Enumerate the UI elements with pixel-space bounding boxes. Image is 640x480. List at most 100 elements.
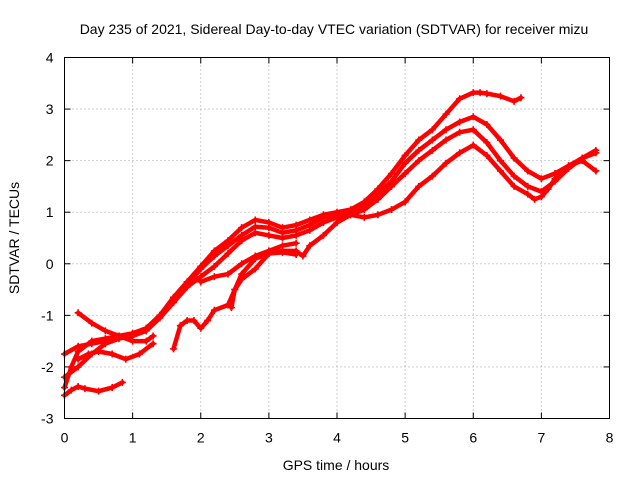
x-tick-label: 7 <box>537 430 545 446</box>
data-point-marker <box>197 324 205 332</box>
data-point-marker <box>84 350 92 358</box>
data-point-marker <box>238 237 246 245</box>
data-point-marker <box>74 309 82 317</box>
data-point-marker <box>292 251 300 259</box>
data-point-marker <box>524 182 532 190</box>
series-line <box>62 114 599 357</box>
data-point-marker <box>401 170 409 178</box>
data-point-marker <box>210 273 218 281</box>
data-point-marker <box>483 90 491 98</box>
x-axis-label: GPS time / hours <box>283 457 390 473</box>
data-point-marker <box>469 126 477 134</box>
series-day-4 <box>61 126 600 381</box>
x-tick-label: 0 <box>61 430 69 446</box>
data-point-marker <box>592 146 600 154</box>
y-tick-label: -1 <box>41 307 54 323</box>
chart-title: Day 235 of 2021, Sidereal Day-to-day VTE… <box>80 21 589 37</box>
data-point-marker <box>265 224 273 232</box>
series-line <box>75 310 156 344</box>
data-point-marker <box>251 252 259 260</box>
data-point-marker <box>517 94 525 102</box>
data-point-marker <box>156 314 164 322</box>
data-point-marker <box>224 242 232 250</box>
data-point-marker <box>374 211 382 219</box>
data-point-marker <box>292 239 300 247</box>
data-point-marker <box>333 219 341 227</box>
data-point-marker <box>456 128 464 136</box>
data-point-marker <box>388 182 395 190</box>
data-point-marker <box>149 332 157 340</box>
data-point-marker <box>374 195 382 203</box>
data-point-marker <box>108 384 116 392</box>
data-point-marker <box>565 162 573 170</box>
y-tick-label: 2 <box>46 153 54 169</box>
data-point-marker <box>401 151 409 159</box>
data-point-marker <box>142 327 150 335</box>
x-tick-label: 4 <box>333 430 341 446</box>
data-point-marker <box>135 350 143 358</box>
series-day-9 <box>197 239 300 286</box>
series-day-7 <box>170 141 600 353</box>
data-point-marker <box>183 317 191 325</box>
x-tick-label: 3 <box>265 430 273 446</box>
data-point-marker <box>101 340 109 348</box>
data-point-marker <box>95 387 103 395</box>
data-point-marker <box>197 278 205 286</box>
y-tick-label: -3 <box>41 411 54 427</box>
data-point-marker <box>428 136 436 144</box>
data-point-marker <box>469 141 477 149</box>
data-point-marker <box>74 363 82 371</box>
series-day-3 <box>61 113 600 358</box>
data-point-marker <box>401 159 409 167</box>
series-day-1 <box>61 378 126 399</box>
data-point-marker <box>176 322 184 330</box>
data-point-marker <box>122 355 130 363</box>
axis-ticks: 0 1 2 3 4 5 6 7 8 -3 -2 -1 0 1 2 3 4 <box>41 50 614 446</box>
series-day-6 <box>74 340 157 363</box>
data-point-marker <box>497 167 504 175</box>
data-point-marker <box>544 185 552 193</box>
data-point-marker <box>537 193 545 201</box>
data-point-marker <box>592 167 600 175</box>
data-point-marker <box>142 337 150 345</box>
data-point-marker <box>483 121 491 129</box>
data-point-marker <box>510 172 518 180</box>
data-point-marker <box>401 198 409 206</box>
data-point-marker <box>442 136 450 144</box>
y-tick-label: 3 <box>46 101 54 117</box>
data-point-marker <box>537 175 545 183</box>
data-point-marker <box>204 317 212 325</box>
y-axis-label: SDTVAR / TECUs <box>6 182 22 294</box>
data-point-marker <box>238 224 246 232</box>
x-tick-label: 1 <box>129 430 137 446</box>
data-point-marker <box>497 92 504 100</box>
data-point-marker <box>227 304 235 312</box>
data-point-marker <box>279 248 286 256</box>
data-point-marker <box>347 211 355 219</box>
data-point-marker <box>81 385 89 393</box>
data-point-marker <box>442 110 450 118</box>
data-point-marker <box>360 213 368 221</box>
data-point-marker <box>74 383 82 391</box>
data-point-marker <box>183 283 191 291</box>
data-point-marker <box>456 95 464 103</box>
data-point-marker <box>388 206 395 214</box>
data-point-marker <box>149 340 157 348</box>
data-point-marker <box>510 154 518 162</box>
data-point-marker <box>483 139 491 147</box>
data-point-marker <box>415 157 423 165</box>
data-point-marker <box>170 298 177 306</box>
data-point-marker <box>510 97 518 105</box>
data-point-marker <box>251 229 259 237</box>
series-day-5 <box>74 309 157 345</box>
y-tick-label: -2 <box>41 359 54 375</box>
data-point-marker <box>238 270 246 278</box>
data-point-marker <box>524 190 532 198</box>
data-point-marker <box>360 206 368 214</box>
data-point-marker <box>510 182 518 190</box>
plot-frame <box>64 57 610 419</box>
y-tick-label: 0 <box>46 256 54 272</box>
data-point-marker <box>265 231 273 239</box>
data-point-marker <box>524 167 532 175</box>
data-point-marker <box>279 242 286 250</box>
